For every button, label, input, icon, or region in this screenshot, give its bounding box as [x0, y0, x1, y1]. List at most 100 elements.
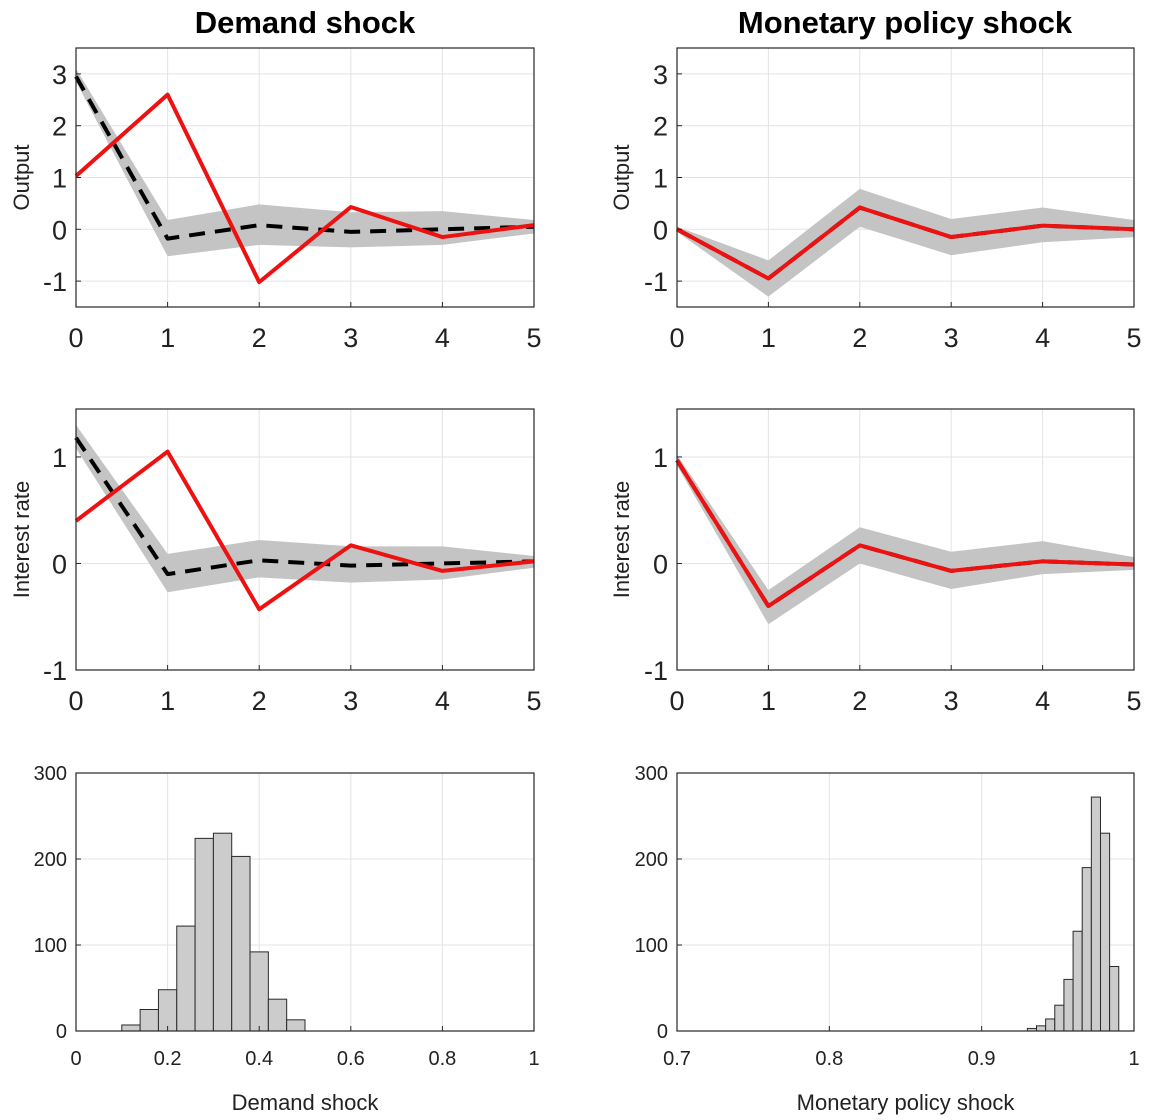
y-tick-label: -1 — [43, 267, 67, 297]
axes-frame — [676, 408, 1135, 671]
histogram-bar — [1054, 1004, 1065, 1032]
histogram-bar — [139, 1009, 159, 1032]
x-tick-label: 5 — [1126, 323, 1141, 353]
y-tick-label: -1 — [644, 267, 668, 297]
x-tick-label: 4 — [435, 686, 450, 716]
demand-hist-panel: 0 0.2 0.4 0.6 0.8 1 0 100 200 300 Demand shock — [34, 763, 540, 1115]
y-tick-label: 3 — [52, 60, 67, 90]
y-tick-label: 100 — [635, 935, 668, 957]
y-tick-label: 200 — [635, 849, 668, 871]
x-tick-label: 0.2 — [154, 1048, 182, 1070]
y-tick-label: -1 — [644, 656, 668, 686]
x-tick-label: 1 — [1128, 1048, 1139, 1070]
axes-frame — [75, 408, 535, 671]
y-tick-label: 2 — [653, 112, 668, 142]
histogram-bar — [286, 1019, 306, 1032]
y-axis-label: Output — [609, 144, 634, 210]
histogram-bar — [157, 989, 178, 1032]
x-tick-label: 0 — [68, 323, 83, 353]
y-tick-label: 300 — [635, 763, 668, 785]
x-tick-label: 2 — [252, 323, 267, 353]
histogram-bar — [1036, 1025, 1047, 1032]
x-tick-label: 3 — [343, 323, 358, 353]
x-tick-label: 0.6 — [337, 1048, 365, 1070]
histogram-bar — [1072, 930, 1083, 1032]
series-line-dashed — [74, 436, 535, 577]
y-tick-label: 2 — [52, 112, 67, 142]
series-line-solid — [74, 449, 535, 612]
x-tick-label: 4 — [435, 323, 450, 353]
histogram-bar — [1045, 1018, 1056, 1032]
monetary-column-title: Monetary policy shock — [738, 5, 1073, 40]
y-tick-label: 1 — [653, 443, 668, 473]
x-tick-label: 2 — [852, 323, 867, 353]
histogram-bar — [1081, 867, 1092, 1032]
demand-column-title: Demand shock — [195, 5, 416, 40]
x-tick-label: 0 — [669, 323, 684, 353]
series-line-solid — [675, 459, 1135, 609]
x-tick-label: 0.7 — [663, 1048, 691, 1070]
series-line-solid — [74, 92, 535, 285]
x-tick-label: 0 — [669, 686, 684, 716]
y-tick-label: 3 — [653, 60, 668, 90]
histogram-bar — [249, 951, 269, 1032]
y-tick-label: -1 — [43, 656, 67, 686]
axes-frame — [676, 772, 1135, 1032]
histogram-bar — [1109, 966, 1120, 1032]
x-axis-label: Monetary policy shock — [797, 1090, 1016, 1115]
x-tick-label: 3 — [343, 686, 358, 716]
x-tick-label: 4 — [1035, 323, 1050, 353]
x-tick-label: 1 — [761, 686, 776, 716]
histogram-bar — [1090, 796, 1101, 1032]
histogram-bar — [194, 837, 214, 1032]
x-tick-label: 4 — [1035, 686, 1050, 716]
y-axis-label: Interest rate — [9, 481, 34, 598]
x-tick-label: 0.8 — [428, 1048, 456, 1070]
x-tick-label: 5 — [526, 323, 541, 353]
y-axis-label: Interest rate — [609, 481, 634, 598]
y-tick-label: 0 — [52, 215, 67, 245]
x-tick-label: 1 — [528, 1048, 539, 1070]
confidence-band — [677, 188, 1134, 297]
x-tick-label: 3 — [944, 686, 959, 716]
x-tick-label: 0.9 — [968, 1048, 996, 1070]
y-tick-label: 0 — [56, 1021, 67, 1043]
plot-area — [677, 773, 1134, 1031]
x-axis-label: Demand shock — [232, 1090, 380, 1115]
y-tick-label: 300 — [34, 763, 67, 785]
y-tick-label: 0 — [657, 1021, 668, 1043]
confidence-band — [677, 454, 1134, 625]
histogram-bar — [1063, 978, 1074, 1032]
x-tick-label: 0 — [70, 1048, 81, 1070]
x-tick-label: 1 — [160, 686, 175, 716]
y-axis-label: Output — [9, 144, 34, 210]
x-tick-label: 5 — [526, 686, 541, 716]
y-tick-label: 1 — [52, 443, 67, 473]
y-tick-label: 100 — [34, 935, 67, 957]
x-tick-label: 2 — [252, 686, 267, 716]
y-tick-label: 0 — [653, 549, 668, 579]
x-tick-label: 1 — [761, 323, 776, 353]
histogram-bar — [1099, 832, 1111, 1032]
x-tick-label: 3 — [944, 323, 959, 353]
histogram-bar — [231, 855, 251, 1032]
histogram-bar — [121, 1024, 141, 1032]
y-tick-label: 200 — [34, 849, 67, 871]
y-tick-label: 1 — [52, 164, 67, 194]
y-tick-label: 0 — [52, 549, 67, 579]
histogram-bar — [212, 832, 233, 1032]
x-tick-label: 1 — [160, 323, 175, 353]
y-tick-label: 1 — [653, 164, 668, 194]
histogram-bar — [176, 925, 196, 1032]
x-tick-label: 0.8 — [815, 1048, 843, 1070]
confidence-band — [76, 424, 534, 593]
x-tick-label: 0.4 — [245, 1048, 273, 1070]
confidence-band — [76, 68, 534, 257]
histogram-bar — [267, 998, 288, 1032]
plot-area — [76, 773, 534, 1031]
